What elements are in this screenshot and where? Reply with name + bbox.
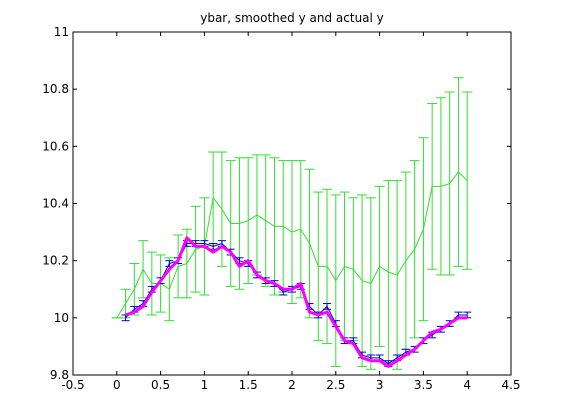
series-layer [111,77,473,370]
series-line [116,171,468,319]
y-tick-label: 11 [54,25,69,39]
series-3 [125,236,468,368]
x-tick-label: 4.5 [501,378,520,392]
x-tick-label: 1.5 [239,378,258,392]
x-tick-label: 0 [113,378,121,392]
chart-title: ybar, smoothed y and actual y [200,11,384,25]
y-tick-label: 10.2 [42,254,69,268]
y-tick-label: 10.4 [42,197,69,211]
x-tick-label: 2 [288,378,296,392]
x-tick-label: 2.5 [326,378,345,392]
series-1 [111,77,473,370]
x-tick-label: 3.5 [414,378,433,392]
x-tick-label: 0.5 [151,378,170,392]
x-tick-label: 3 [376,378,384,392]
y-tick-label: 10.8 [42,82,69,96]
series-line [125,236,468,368]
axis-ticks: -0.5 0 0.5 1 1.5 2 2.5 3 3.5 4 4.5 9.8 10 10.2 10.4 10.… [42,25,520,392]
y-tick-label: 10.6 [42,139,69,153]
x-tick-label: 4 [463,378,471,392]
y-tick-label: 9.8 [50,368,69,382]
x-tick-label: -0.5 [61,378,84,392]
y-tick-label: 10 [54,311,69,325]
x-tick-label: 1 [201,378,209,392]
